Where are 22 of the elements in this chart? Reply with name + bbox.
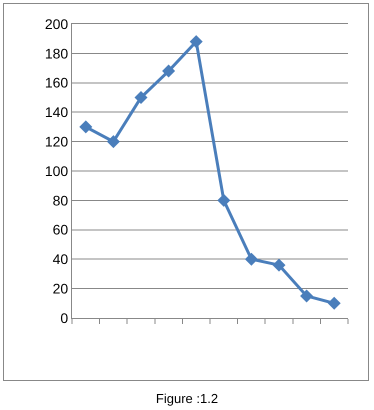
point xyxy=(244,252,258,266)
point xyxy=(272,258,286,272)
point xyxy=(162,64,176,78)
y-tick-label: 0 xyxy=(60,310,68,326)
y-tick-label: 60 xyxy=(52,222,68,238)
point xyxy=(134,91,148,104)
y-tick-label: 100 xyxy=(44,162,68,179)
y-tick-label: 80 xyxy=(52,192,68,208)
point xyxy=(190,35,203,48)
point xyxy=(300,289,314,302)
y-tick-label: 40 xyxy=(52,251,68,268)
point xyxy=(217,194,230,207)
y-tick-label: 180 xyxy=(44,45,68,62)
y-tick-label: 140 xyxy=(44,104,68,120)
y-tick-label: 200 xyxy=(44,16,68,32)
point xyxy=(79,120,92,134)
y-tick-label: 120 xyxy=(44,134,68,150)
text: Figure :1.2 xyxy=(154,391,220,406)
y-tick-label: 160 xyxy=(44,74,68,91)
y-tick-label: 20 xyxy=(52,280,68,296)
point xyxy=(106,135,120,148)
point xyxy=(328,296,341,310)
